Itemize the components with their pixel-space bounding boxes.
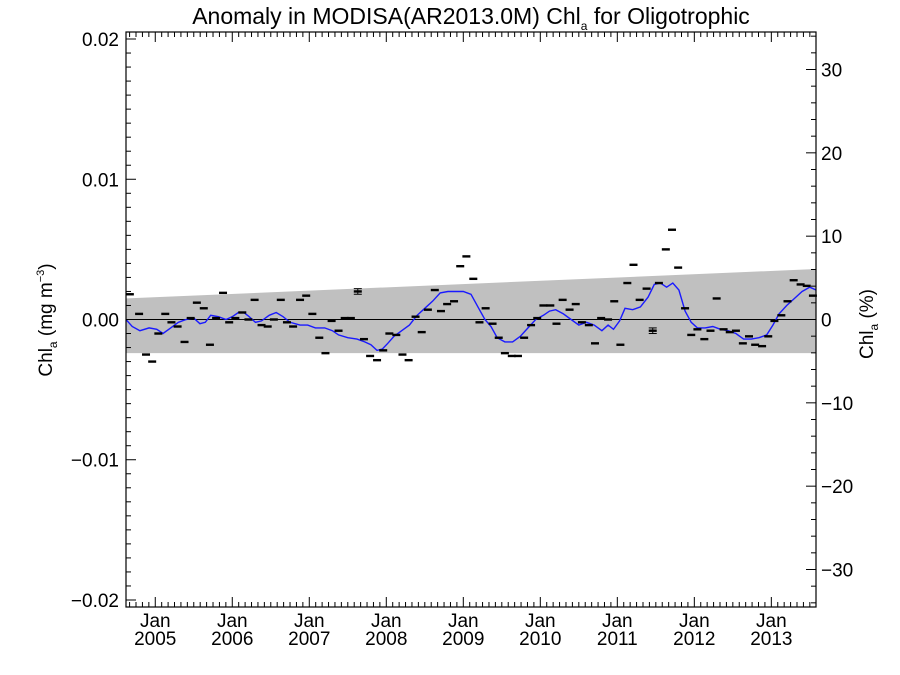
x-tick-year-label: 2012 (673, 629, 715, 650)
x-tick-month-label: Jan (525, 611, 556, 632)
y-tick-label: 0.02 (82, 30, 119, 51)
y-tick-label: −0.02 (71, 591, 119, 612)
x-tick-month-label: Jan (217, 611, 248, 632)
y-right-tick-label: 20 (821, 144, 842, 165)
y-tick-label: 0.00 (82, 311, 119, 332)
x-tick-year-label: 2005 (134, 629, 176, 650)
x-tick-month-label: Jan (294, 611, 325, 632)
x-tick-month-label: Jan (756, 611, 787, 632)
chart-title: Anomaly in MODISA(AR2013.0M) Chla for Ol… (192, 3, 750, 33)
confidence-band (126, 269, 816, 354)
y-right-tick-label: −20 (821, 477, 853, 498)
x-axis: Jan2005Jan2006Jan2007Jan2008Jan2009Jan20… (129, 32, 811, 650)
x-tick-year-label: 2013 (750, 629, 792, 650)
band-area (126, 269, 816, 354)
x-tick-month-label: Jan (602, 611, 633, 632)
y-right-tick-label: 0 (821, 311, 832, 332)
x-tick-year-label: 2006 (211, 629, 253, 650)
y-axis-right-label: Chla (%) (857, 289, 881, 359)
y-right-tick-label: 30 (821, 61, 842, 82)
x-tick-month-label: Jan (448, 611, 479, 632)
monthly-points (125, 228, 817, 363)
x-tick-year-label: 2008 (365, 629, 407, 650)
y-tick-label: 0.01 (82, 170, 119, 191)
y-right-tick-label: −30 (821, 561, 853, 582)
y-right-tick-label: 10 (821, 227, 842, 248)
y-tick-label: −0.01 (71, 451, 119, 472)
x-tick-month-label: Jan (679, 611, 710, 632)
y-right-tick-label: −10 (821, 394, 853, 415)
x-tick-year-label: 2011 (597, 629, 638, 650)
right-axis: −30 −20 −10 0 10 20 30 (806, 35, 853, 604)
x-tick-year-label: 2009 (442, 629, 484, 650)
y-axis-label: Chla (mg m−3) (35, 263, 60, 376)
x-tick-month-label: Jan (140, 611, 171, 632)
x-tick-month-label: Jan (371, 611, 402, 632)
left-axis: −0.02 −0.01 0.00 0.01 0.02 (71, 30, 136, 612)
x-tick-year-label: 2010 (519, 629, 561, 650)
x-tick-year-label: 2007 (288, 629, 330, 650)
